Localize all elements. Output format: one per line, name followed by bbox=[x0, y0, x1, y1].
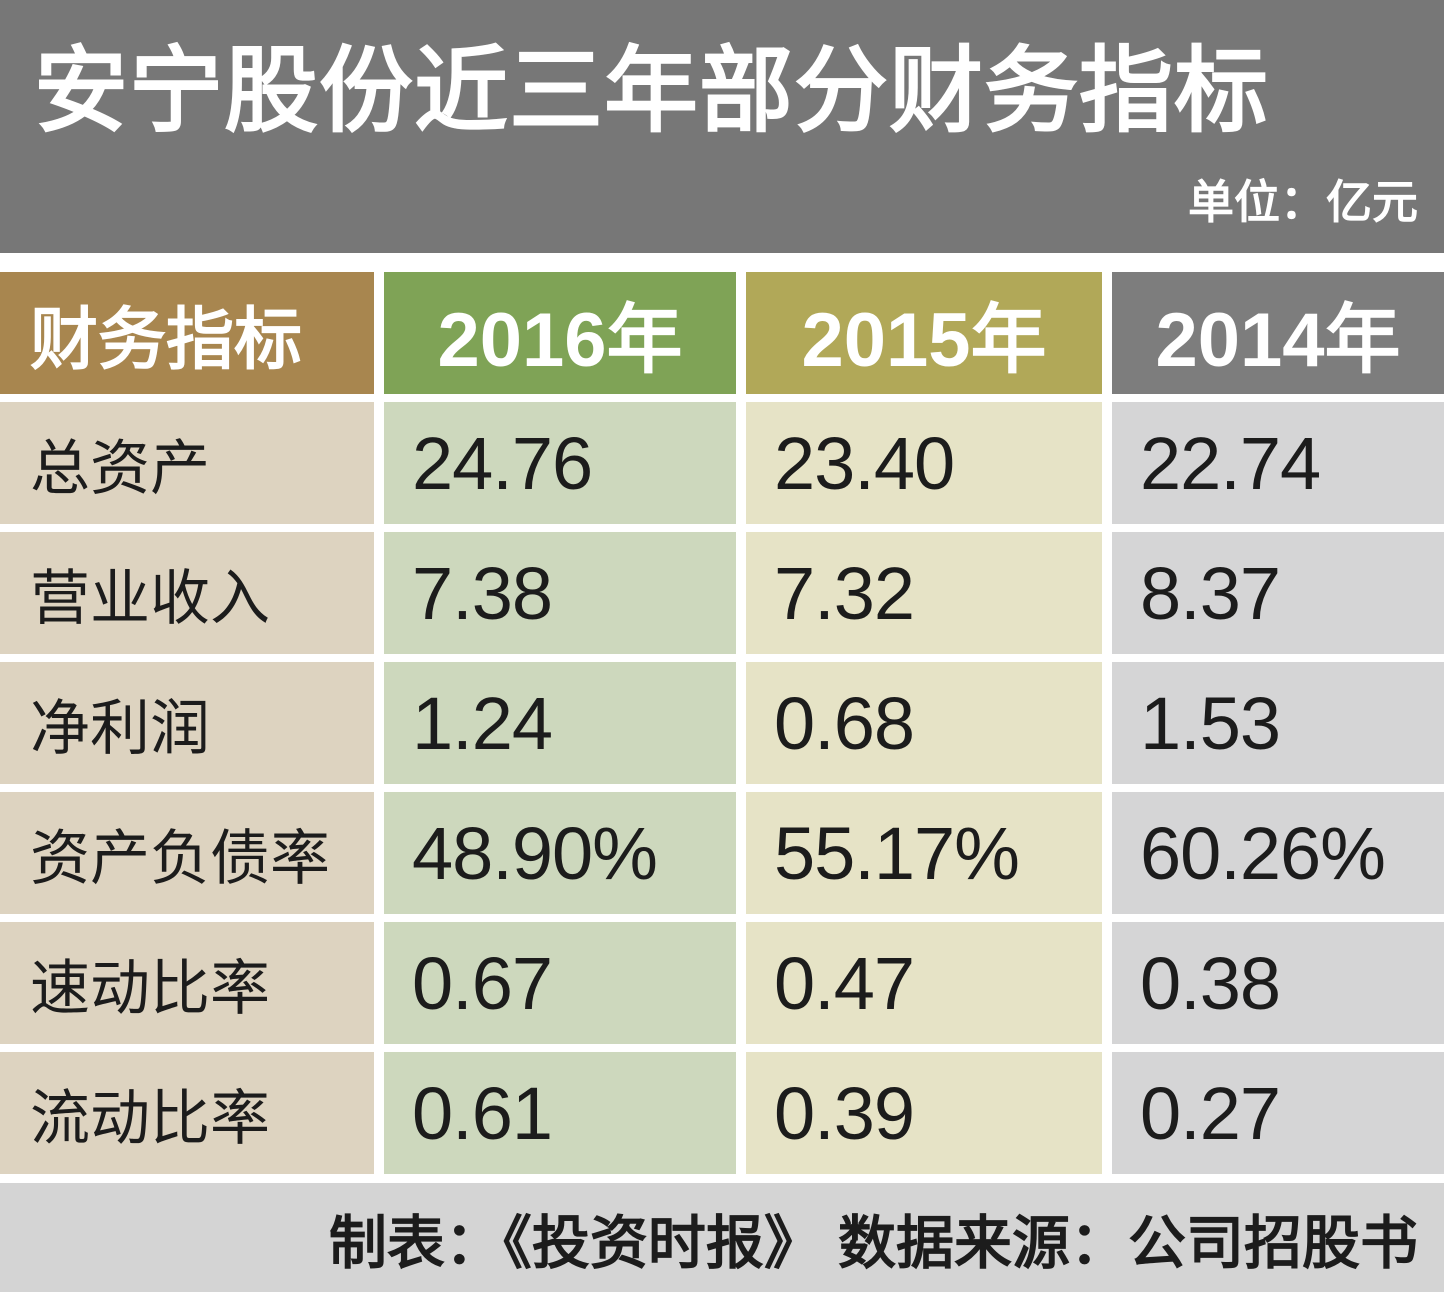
col-header-2016: 2016年 bbox=[384, 272, 736, 394]
financial-indicators-table: 财务指标 2016年 2015年 2014年 总资产 24.76 23.40 2… bbox=[0, 272, 1444, 1174]
value-current-ratio-2016: 0.61 bbox=[384, 1052, 736, 1174]
value-quick-ratio-2014: 0.38 bbox=[1112, 922, 1444, 1044]
value-total-assets-2014: 22.74 bbox=[1112, 402, 1444, 524]
col-header-indicator: 财务指标 bbox=[0, 272, 374, 394]
value-current-ratio-2014: 0.27 bbox=[1112, 1052, 1444, 1174]
value-total-assets-2015: 23.40 bbox=[746, 402, 1102, 524]
value-debt-ratio-2015: 55.17% bbox=[746, 792, 1102, 914]
title-band: 安宁股份近三年部分财务指标 单位：亿元 bbox=[0, 0, 1444, 253]
row-label-operating-revenue: 营业收入 bbox=[0, 532, 374, 654]
row-label-debt-ratio: 资产负债率 bbox=[0, 792, 374, 914]
col-header-2014: 2014年 bbox=[1112, 272, 1444, 394]
value-current-ratio-2015: 0.39 bbox=[746, 1052, 1102, 1174]
value-net-profit-2014: 1.53 bbox=[1112, 662, 1444, 784]
value-debt-ratio-2014: 60.26% bbox=[1112, 792, 1444, 914]
col-header-2015: 2015年 bbox=[746, 272, 1102, 394]
value-quick-ratio-2015: 0.47 bbox=[746, 922, 1102, 1044]
value-total-assets-2016: 24.76 bbox=[384, 402, 736, 524]
row-label-total-assets: 总资产 bbox=[0, 402, 374, 524]
credit-bar: 制表：《投资时报》 数据来源：公司招股书 bbox=[0, 1183, 1444, 1292]
row-label-net-profit: 净利润 bbox=[0, 662, 374, 784]
value-operating-revenue-2015: 7.32 bbox=[746, 532, 1102, 654]
value-quick-ratio-2016: 0.67 bbox=[384, 922, 736, 1044]
row-label-current-ratio: 流动比率 bbox=[0, 1052, 374, 1174]
value-net-profit-2016: 1.24 bbox=[384, 662, 736, 784]
unit-label: 单位：亿元 bbox=[1188, 176, 1418, 228]
row-label-quick-ratio: 速动比率 bbox=[0, 922, 374, 1044]
value-operating-revenue-2014: 8.37 bbox=[1112, 532, 1444, 654]
value-net-profit-2015: 0.68 bbox=[746, 662, 1102, 784]
page-title: 安宁股份近三年部分财务指标 bbox=[34, 38, 1270, 143]
value-operating-revenue-2016: 7.38 bbox=[384, 532, 736, 654]
credit-text: 制表：《投资时报》 数据来源：公司招股书 bbox=[328, 1210, 1418, 1276]
value-debt-ratio-2016: 48.90% bbox=[384, 792, 736, 914]
